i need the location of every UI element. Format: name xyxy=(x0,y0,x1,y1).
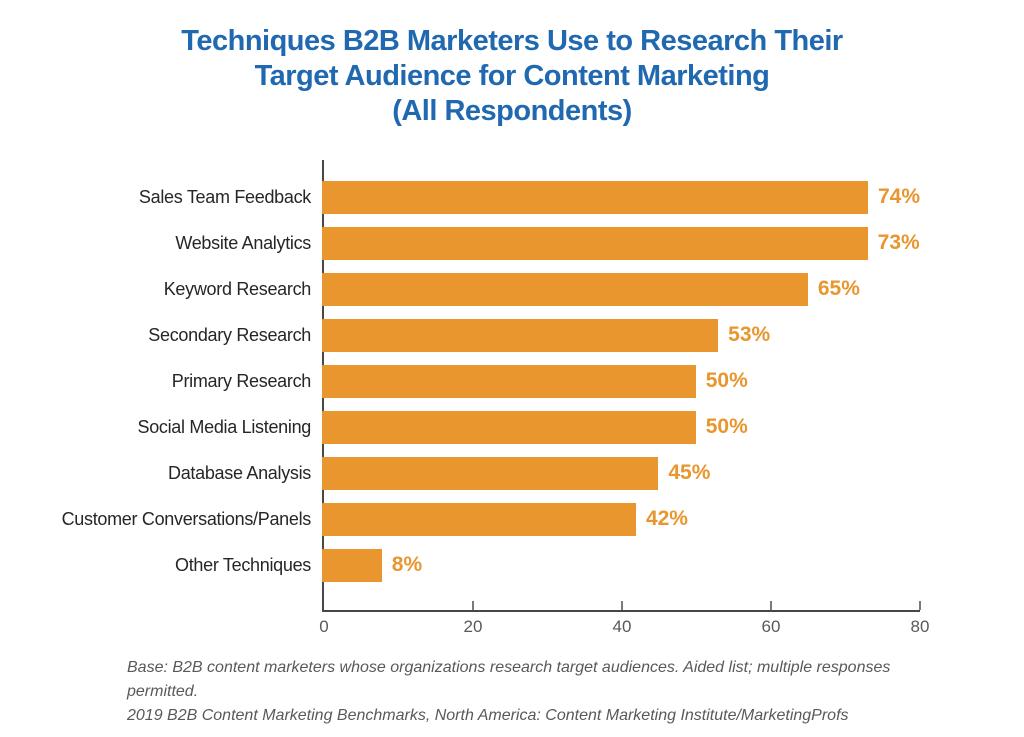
value-label: 65% xyxy=(817,277,860,300)
bar-row: Website Analytics 73% xyxy=(0,220,1024,266)
bar xyxy=(322,456,659,490)
bar-track: 8% xyxy=(322,548,920,582)
source-note-line-2: 2019 B2B Content Marketing Benchmarks, N… xyxy=(127,707,849,724)
bar-row: Database Analysis 45% xyxy=(0,450,1024,496)
value-label: 50% xyxy=(705,415,748,438)
chart-title-line-1: Techniques B2B Marketers Use to Research… xyxy=(181,25,843,57)
bar xyxy=(322,548,382,582)
bar-row: Keyword Research 65% xyxy=(0,266,1024,312)
category-label: Customer Conversations/Panels xyxy=(61,508,312,529)
bar-row: Other Techniques 8% xyxy=(0,542,1024,588)
x-axis-tick-mark xyxy=(919,601,921,610)
value-label: 50% xyxy=(705,369,748,392)
chart-title: Techniques B2B Marketers Use to Research… xyxy=(0,24,1024,129)
x-axis-tick-mark xyxy=(472,601,474,610)
source-note-line-1: Base: B2B content marketers whose organi… xyxy=(127,659,891,700)
category-label: Social Media Listening xyxy=(137,416,311,437)
value-label: 73% xyxy=(877,231,920,254)
x-axis-tick-mark xyxy=(621,601,623,610)
x-axis-tick-label: 60 xyxy=(761,617,781,636)
category-label: Sales Team Feedback xyxy=(138,186,311,207)
bar-track: 53% xyxy=(322,318,920,352)
chart-title-line-2: Target Audience for Content Marketing xyxy=(254,60,770,92)
bar xyxy=(322,502,636,536)
category-label: Primary Research xyxy=(171,370,312,391)
category-label: Website Analytics xyxy=(175,232,311,253)
x-axis-tick-label: 0 xyxy=(319,617,329,636)
value-label: 42% xyxy=(645,507,688,530)
source-note: Base: B2B content marketers whose organi… xyxy=(127,656,927,728)
bar xyxy=(322,180,868,214)
bar-row: Secondary Research 53% xyxy=(0,312,1024,358)
x-axis-tick-label: 20 xyxy=(463,617,483,636)
bar xyxy=(322,226,868,260)
chart-title-line-3: (All Respondents) xyxy=(392,95,632,127)
bar-track: 50% xyxy=(322,410,920,444)
bar-row: Social Media Listening 50% xyxy=(0,404,1024,450)
bar xyxy=(322,272,808,306)
bar-row: Primary Research 50% xyxy=(0,358,1024,404)
bar-chart: 0 20 40 60 80 Sales Team Feedback 74% Website … xyxy=(0,160,1024,660)
category-label: Secondary Research xyxy=(148,324,311,345)
x-axis-tick-label: 40 xyxy=(612,617,632,636)
x-axis-tick-label: 80 xyxy=(910,617,930,636)
value-label: 8% xyxy=(391,553,423,576)
bar-track: 45% xyxy=(322,456,920,490)
bar xyxy=(322,318,719,352)
value-label: 45% xyxy=(668,461,711,484)
bar-rows: Sales Team Feedback 74% Website Analytics 7… xyxy=(0,174,1024,588)
bar-row: Customer Conversations/Panels 42% xyxy=(0,496,1024,542)
value-label: 53% xyxy=(728,323,771,346)
bar-track: 42% xyxy=(322,502,920,536)
bar xyxy=(322,364,696,398)
bar-track: 65% xyxy=(322,272,920,306)
category-label: Database Analysis xyxy=(168,462,311,483)
category-label: Other Techniques xyxy=(175,554,311,575)
bar xyxy=(322,410,696,444)
bar-track: 74% xyxy=(322,180,920,214)
category-label: Keyword Research xyxy=(163,278,312,299)
bar-row: Sales Team Feedback 74% xyxy=(0,174,1024,220)
bar-track: 50% xyxy=(322,364,920,398)
x-axis-tick-mark xyxy=(770,601,772,610)
bar-track: 73% xyxy=(322,226,920,260)
value-label: 74% xyxy=(877,185,920,208)
